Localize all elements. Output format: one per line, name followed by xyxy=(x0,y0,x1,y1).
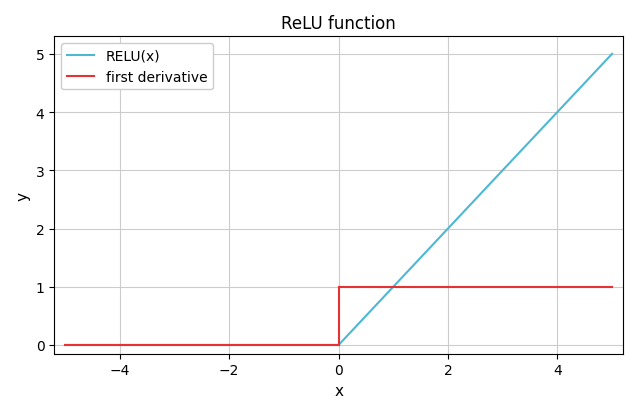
first derivative xyxy=(602,285,609,290)
Line: RELU(x): RELU(x) xyxy=(65,55,612,345)
RELU(x) xyxy=(488,180,496,185)
Legend: RELU(x), first derivative: RELU(x), first derivative xyxy=(61,44,212,90)
RELU(x) xyxy=(117,343,125,348)
first derivative xyxy=(483,285,491,290)
first derivative xyxy=(559,285,567,290)
first derivative xyxy=(335,285,343,290)
first derivative xyxy=(466,285,474,290)
first derivative xyxy=(464,285,472,290)
Y-axis label: y: y xyxy=(15,191,30,200)
RELU(x) xyxy=(283,343,290,348)
RELU(x) xyxy=(498,170,505,175)
Title: ReLU function: ReLU function xyxy=(281,15,396,33)
X-axis label: x: x xyxy=(334,383,343,398)
RELU(x) xyxy=(437,234,445,239)
first derivative xyxy=(498,285,505,290)
first derivative xyxy=(608,285,616,290)
RELU(x) xyxy=(61,343,69,348)
RELU(x) xyxy=(608,52,616,57)
RELU(x) xyxy=(302,343,310,348)
